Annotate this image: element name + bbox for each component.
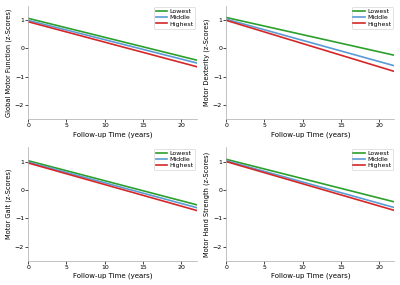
- Y-axis label: Motor Gait (z-Scores): Motor Gait (z-Scores): [6, 169, 12, 239]
- Legend: Lowest, Middle, Highest: Lowest, Middle, Highest: [352, 7, 393, 29]
- Legend: Lowest, Middle, Highest: Lowest, Middle, Highest: [154, 7, 195, 29]
- Y-axis label: Motor Dexterity (z-Scores): Motor Dexterity (z-Scores): [204, 19, 210, 106]
- Y-axis label: Global Motor Function (z-Scores): Global Motor Function (z-Scores): [6, 8, 12, 117]
- Legend: Lowest, Middle, Highest: Lowest, Middle, Highest: [352, 148, 393, 170]
- X-axis label: Follow-up Time (years): Follow-up Time (years): [270, 131, 350, 138]
- X-axis label: Follow-up Time (years): Follow-up Time (years): [73, 131, 152, 138]
- X-axis label: Follow-up Time (years): Follow-up Time (years): [73, 273, 152, 280]
- Legend: Lowest, Middle, Highest: Lowest, Middle, Highest: [154, 148, 195, 170]
- Y-axis label: Motor Hand Strength (z-Scores): Motor Hand Strength (z-Scores): [204, 152, 210, 257]
- X-axis label: Follow-up Time (years): Follow-up Time (years): [270, 273, 350, 280]
